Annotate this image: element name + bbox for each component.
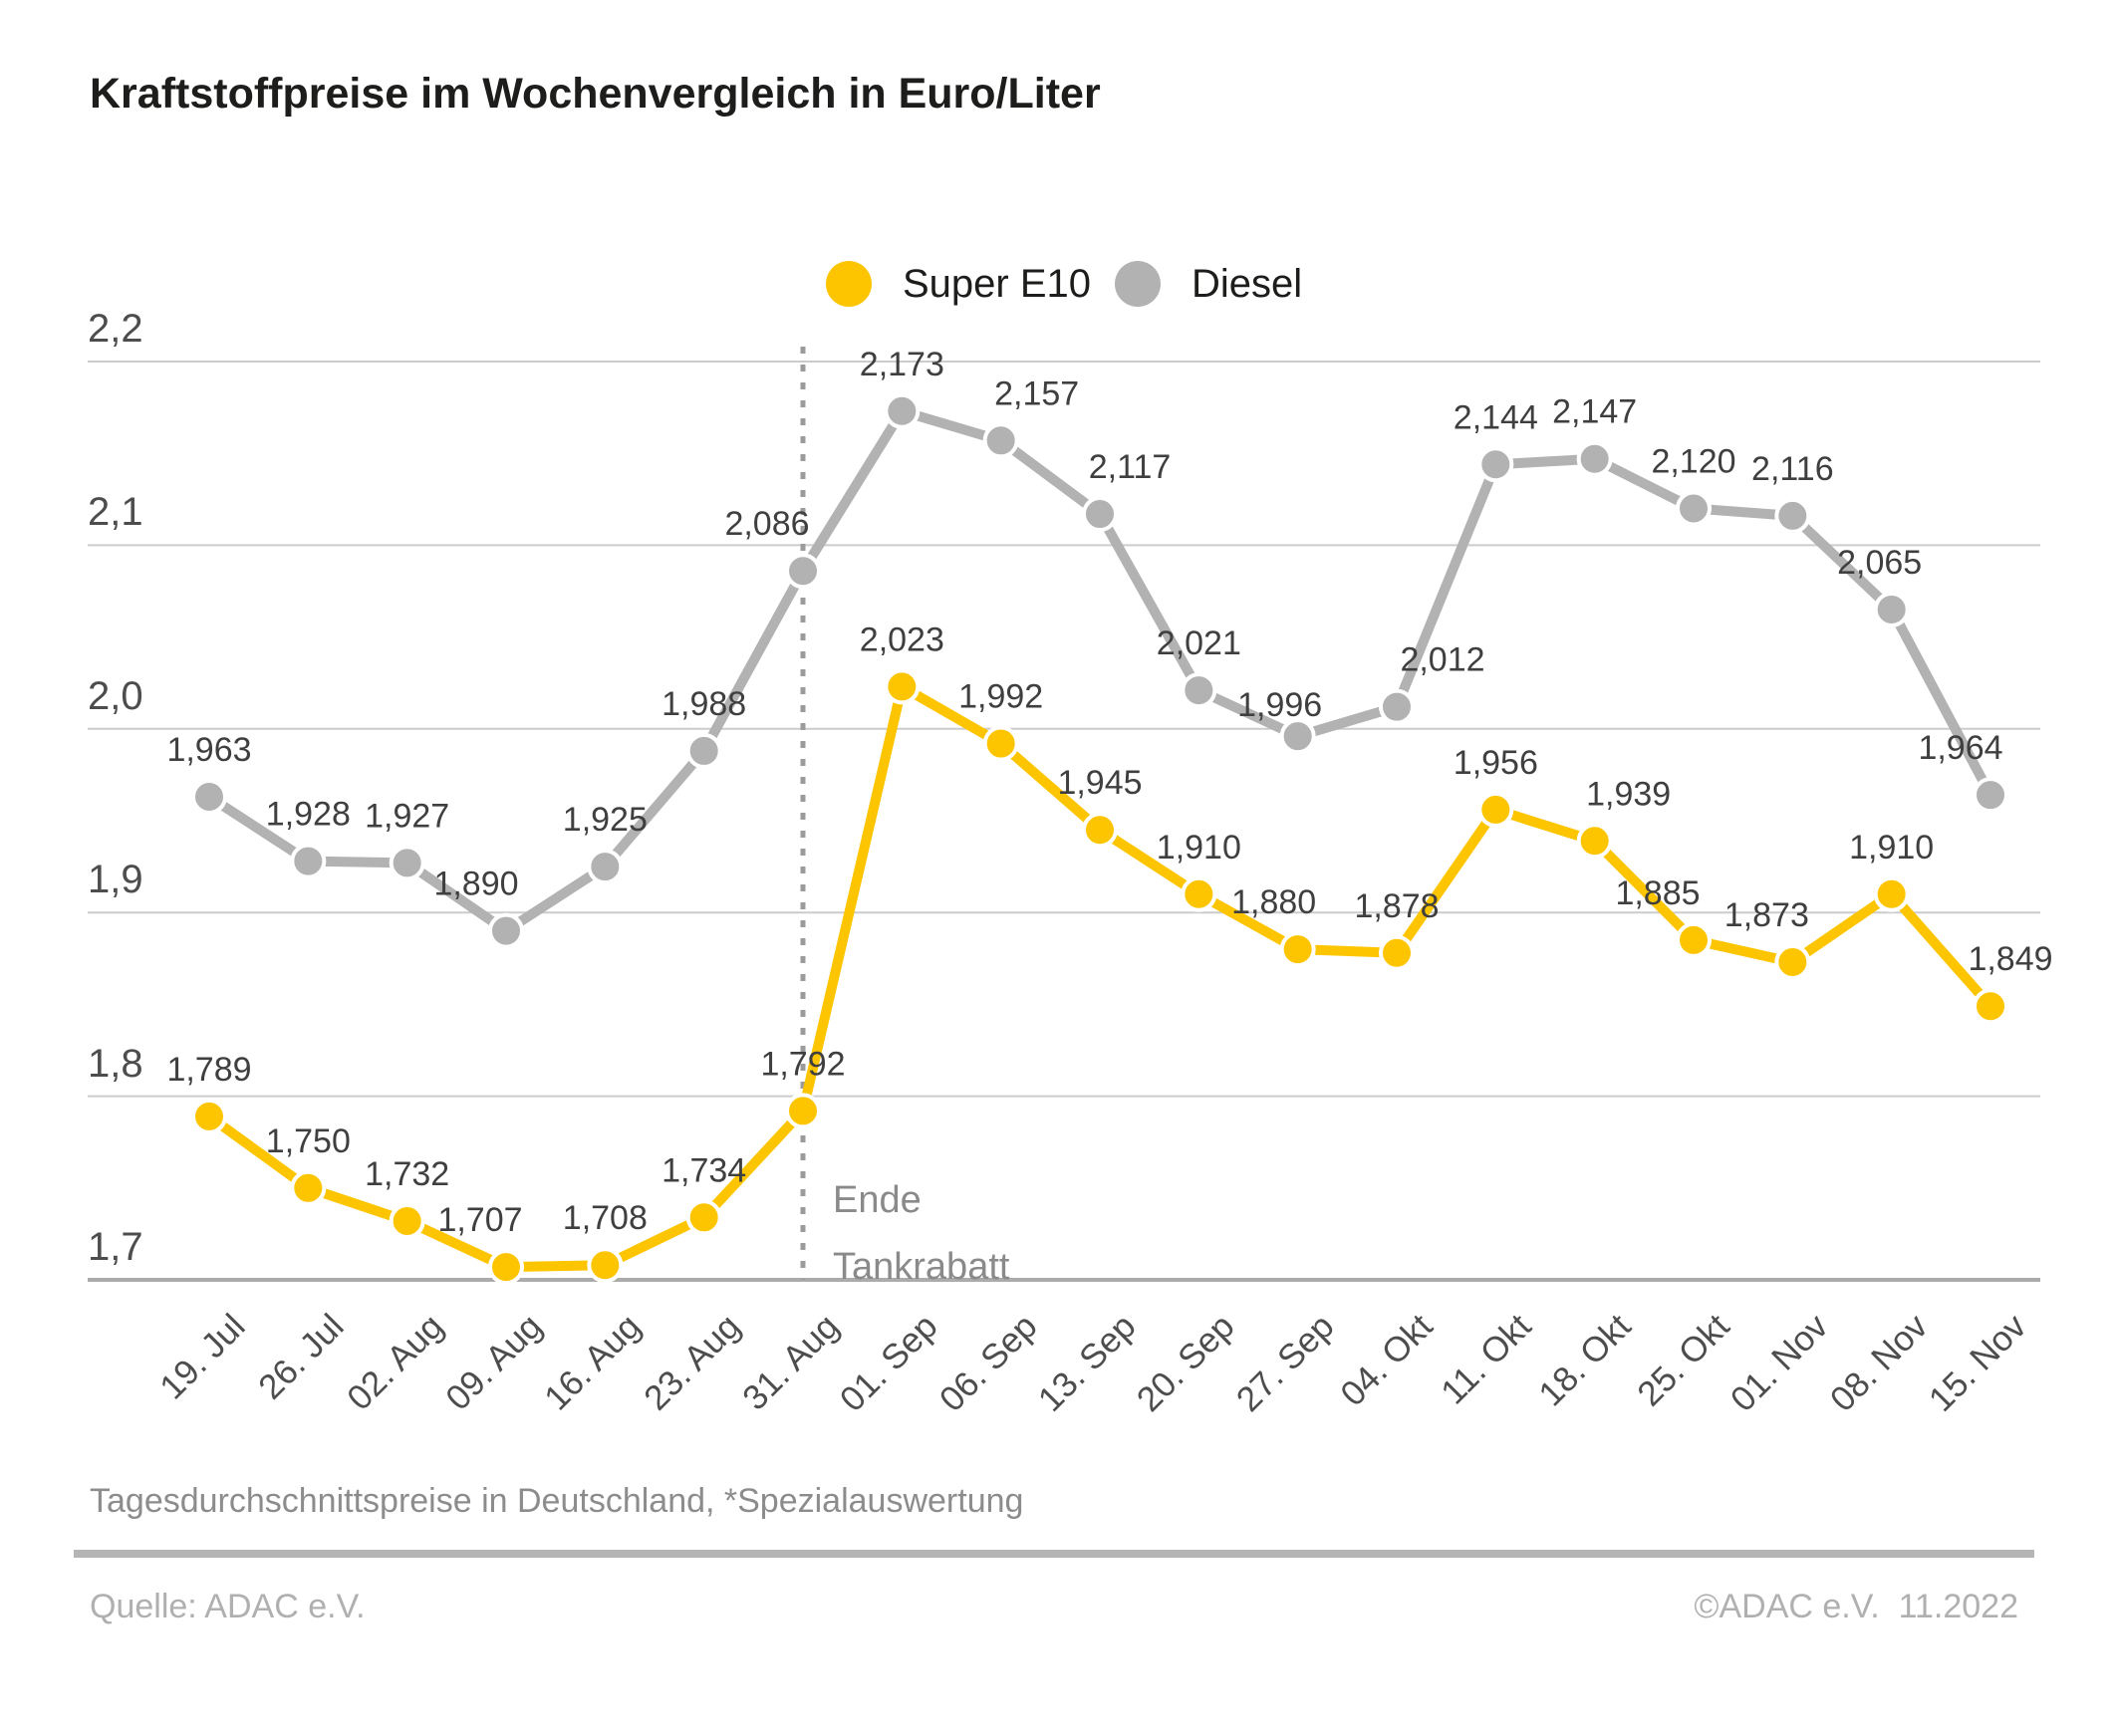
data-point-marker xyxy=(1973,777,2008,814)
data-point-marker xyxy=(587,1247,624,1284)
data-point-marker xyxy=(1576,440,1613,477)
value-label: 1,910 xyxy=(1157,829,1241,867)
y-tick-label: 1,7 xyxy=(88,1225,143,1269)
value-label: 2,021 xyxy=(1157,624,1241,662)
source-credit: Quelle: ADAC e.V. xyxy=(90,1588,366,1625)
data-point-marker xyxy=(1379,934,1415,971)
data-point-marker xyxy=(685,732,722,769)
footnote: Tagesdurchschnittspreise in Deutschland,… xyxy=(90,1482,1024,1520)
legend-label-diesel: Diesel xyxy=(1191,262,1303,306)
value-label: 1,849 xyxy=(1968,940,2052,978)
data-point-marker xyxy=(785,1093,821,1129)
series-line-diesel xyxy=(204,405,1995,936)
data-point-marker xyxy=(191,1098,227,1134)
legend-label-super-e10: Super E10 xyxy=(903,262,1092,306)
data-point-marker xyxy=(1379,688,1415,725)
value-label: 1,988 xyxy=(662,685,746,723)
data-point-marker xyxy=(1973,988,2008,1025)
data-point-marker xyxy=(1181,672,1217,709)
value-label: 1,878 xyxy=(1354,887,1439,925)
value-label: 1,792 xyxy=(760,1045,845,1083)
value-label: 2,116 xyxy=(1751,450,1834,488)
data-point-marker xyxy=(389,1202,425,1239)
divider-rule xyxy=(74,1550,2034,1558)
value-label: 1,732 xyxy=(365,1155,449,1193)
value-label: 1,992 xyxy=(958,678,1043,716)
annotation-ende-tankrabatt: Ende Tankrabatt xyxy=(833,1167,1009,1301)
value-label: 1,707 xyxy=(437,1201,522,1239)
data-point-marker xyxy=(982,422,1019,459)
super-e10-legend-dot-icon xyxy=(826,261,872,307)
data-point-marker xyxy=(884,668,921,705)
data-point-marker xyxy=(1279,931,1316,968)
data-point-marker xyxy=(488,912,524,949)
value-label: 1,734 xyxy=(662,1151,746,1189)
value-label: 2,012 xyxy=(1400,641,1484,679)
y-tick-label: 2,1 xyxy=(88,490,143,535)
data-point-marker xyxy=(1477,446,1514,483)
value-label: 2,086 xyxy=(724,505,809,543)
data-point-marker xyxy=(785,553,821,590)
chart-title: Kraftstoffpreise im Wochenvergleich in E… xyxy=(90,70,1101,118)
annotation-line-2: Tankrabatt xyxy=(833,1246,1010,1288)
data-point-marker xyxy=(685,1199,722,1236)
data-point-marker xyxy=(1279,718,1316,755)
data-point-marker xyxy=(884,392,921,429)
data-point-marker xyxy=(1477,791,1514,828)
value-label: 2,117 xyxy=(1089,448,1172,486)
annotation-line-1: Ende xyxy=(833,1179,922,1221)
value-label: 1,890 xyxy=(433,866,518,903)
value-label: 1,789 xyxy=(166,1051,251,1089)
value-label: 1,885 xyxy=(1615,874,1700,912)
value-label: 1,927 xyxy=(365,797,449,835)
data-point-marker xyxy=(290,843,327,879)
data-point-marker xyxy=(290,1169,327,1206)
value-label: 2,023 xyxy=(860,620,944,658)
value-label: 1,939 xyxy=(1586,775,1671,813)
y-tick-label: 2,0 xyxy=(88,673,143,718)
value-label: 2,144 xyxy=(1454,398,1538,436)
data-point-marker xyxy=(1676,921,1712,958)
data-point-marker xyxy=(191,779,227,816)
data-point-marker xyxy=(1873,875,1910,912)
data-point-marker xyxy=(389,845,425,881)
value-label: 1,963 xyxy=(166,731,251,769)
data-point-marker xyxy=(587,849,624,885)
data-point-marker xyxy=(1774,943,1811,980)
diesel-legend-dot-icon xyxy=(1115,261,1161,307)
data-point-marker xyxy=(488,1249,524,1286)
value-label: 1,910 xyxy=(1849,829,1934,867)
data-point-marker xyxy=(1576,823,1613,860)
copyright: ©ADAC e.V. 11.2022 xyxy=(1694,1588,2018,1625)
value-label: 1,708 xyxy=(563,1199,648,1237)
data-point-marker xyxy=(982,725,1019,762)
value-label: 1,880 xyxy=(1231,883,1316,921)
value-label: 1,925 xyxy=(563,801,648,839)
data-point-marker xyxy=(1181,875,1217,912)
data-point-marker xyxy=(1082,812,1118,849)
data-point-marker xyxy=(1082,496,1118,533)
value-label: 1,964 xyxy=(1918,729,2002,767)
value-label: 1,750 xyxy=(266,1122,351,1160)
value-label: 1,956 xyxy=(1454,744,1538,782)
data-point-marker xyxy=(1774,497,1811,534)
value-label: 1,996 xyxy=(1237,686,1322,724)
data-point-marker xyxy=(1676,490,1712,527)
data-point-marker xyxy=(1873,591,1910,627)
value-label: 2,120 xyxy=(1651,443,1735,481)
value-label: 1,873 xyxy=(1724,896,1809,934)
value-label: 2,157 xyxy=(994,374,1079,412)
y-tick-label: 1,8 xyxy=(88,1041,143,1086)
value-label: 1,928 xyxy=(266,796,351,834)
value-label: 2,065 xyxy=(1837,544,1922,582)
value-label: 2,147 xyxy=(1552,393,1637,431)
y-tick-label: 2,2 xyxy=(88,307,143,351)
value-label: 2,173 xyxy=(860,346,944,383)
y-tick-label: 1,9 xyxy=(88,858,143,902)
value-label: 1,945 xyxy=(1057,764,1142,802)
